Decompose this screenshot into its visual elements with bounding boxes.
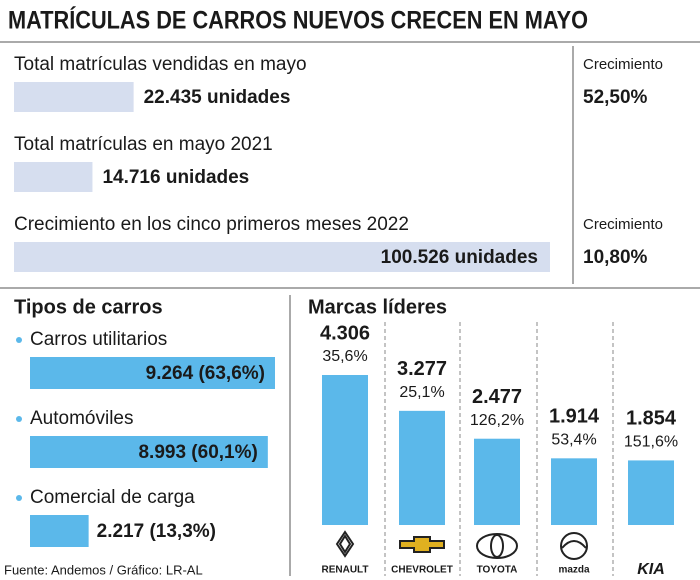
- value-label: 3.277: [397, 358, 447, 380]
- bar: [14, 162, 93, 192]
- value-label: 22.435 unidades: [144, 87, 291, 108]
- bar: [14, 82, 134, 112]
- row-label: Crecimiento en los cinco primeros meses …: [14, 214, 409, 235]
- row-label: Total matrículas en mayo 2021: [14, 134, 273, 155]
- brand-name: KIA: [637, 561, 665, 578]
- bar: [322, 375, 368, 525]
- renault-logo: [335, 530, 355, 558]
- bullet: [16, 416, 22, 422]
- value-label: 4.306: [320, 322, 370, 344]
- growth-label: 126,2%: [470, 412, 524, 429]
- category-label: Carros utilitarios: [30, 329, 167, 350]
- growth-value: 10,80%: [583, 247, 648, 268]
- growth-label: 25,1%: [399, 384, 444, 401]
- section-title: Tipos de carros: [14, 296, 163, 318]
- section-title: Marcas líderes: [308, 296, 447, 318]
- growth-title: Crecimiento: [583, 216, 663, 233]
- growth-label: 151,6%: [624, 434, 678, 451]
- brand-name: TOYOTA: [477, 565, 518, 576]
- growth-value: 52,50%: [583, 87, 648, 108]
- category-label: Comercial de carga: [30, 487, 195, 508]
- bar: [551, 458, 597, 525]
- bar: [30, 357, 275, 389]
- brand-logos: [335, 530, 588, 560]
- chevrolet-logo: [399, 536, 445, 553]
- mazda-logo: [561, 540, 587, 549]
- source: Fuente: Andemos / Gráfico: LR-AL: [4, 562, 203, 577]
- bar: [628, 460, 674, 525]
- brand-name: mazda: [558, 565, 590, 576]
- bar: [30, 515, 89, 547]
- value-label: 14.716 unidades: [102, 167, 249, 188]
- growth-label: 35,6%: [322, 348, 367, 365]
- bar: [474, 438, 520, 525]
- value-label: 8.993 (60,1%): [138, 442, 257, 463]
- growth-title: Crecimiento: [583, 56, 663, 73]
- title: MATRÍCULAS DE CARROS NUEVOS CRECEN EN MA…: [8, 6, 588, 35]
- value-label: 100.526 unidades: [381, 247, 538, 268]
- value-label: 2.217 (13,3%): [97, 521, 216, 542]
- mazda-logo: [560, 532, 588, 560]
- value-label: 2.477: [472, 386, 522, 408]
- bar: [30, 436, 268, 468]
- toyota-logo: [476, 533, 518, 559]
- toyota-logo: [490, 534, 504, 558]
- brand-name: CHEVROLET: [391, 565, 453, 576]
- row-label: Total matrículas vendidas en mayo: [14, 54, 307, 75]
- bar: [14, 242, 550, 272]
- growth-label: 53,4%: [551, 432, 596, 449]
- bar: [399, 410, 445, 525]
- bullet: [16, 337, 22, 343]
- category-label: Automóviles: [30, 408, 134, 429]
- bullet: [16, 495, 22, 501]
- value-label: 1.854: [626, 408, 677, 430]
- value-label: 9.264 (63,6%): [146, 363, 265, 384]
- brand-name: RENAULT: [321, 565, 368, 576]
- value-label: 1.914: [549, 406, 600, 428]
